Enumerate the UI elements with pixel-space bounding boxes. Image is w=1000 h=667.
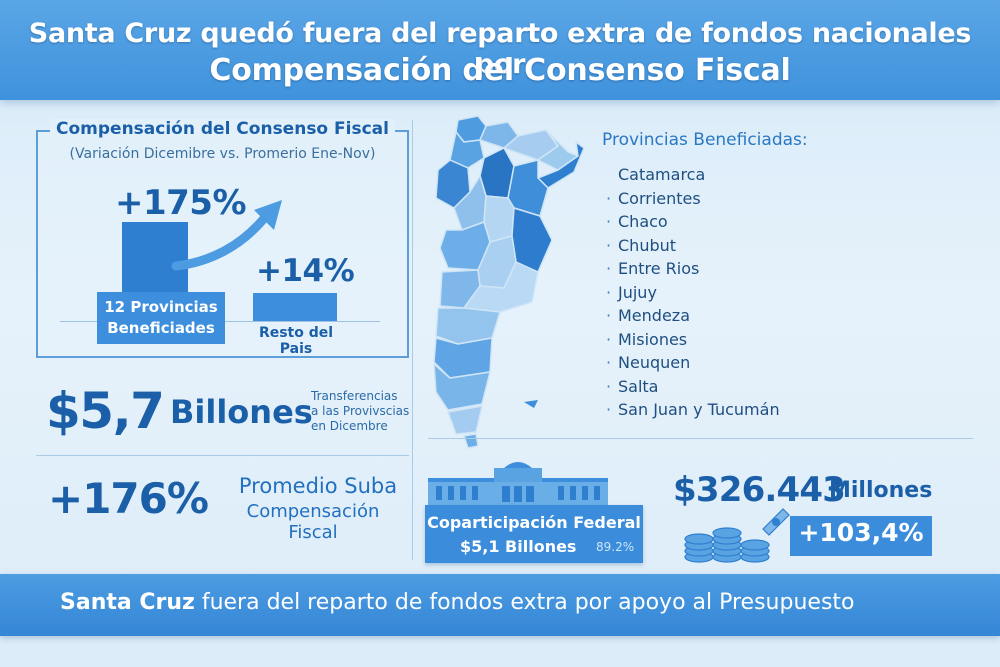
- footer-bold-text: Santa Cruz: [60, 590, 195, 615]
- footer-banner: [0, 574, 1000, 636]
- headline-line-2: Compensación del Consenso Fiscal: [209, 53, 791, 88]
- list-item: · Neuquen: [606, 351, 780, 375]
- provinces-list: Catamarca · Corrientes · Chaco · Chubut · En…: [606, 163, 780, 422]
- argentina-map-icon: [433, 115, 585, 449]
- coparticipacion-amount: $5,1 Billones: [460, 537, 577, 556]
- province-name: Salta: [618, 376, 659, 396]
- right-divider: [428, 438, 973, 439]
- list-item: · Jujuy: [606, 281, 780, 305]
- bullet-dot: ·: [606, 400, 612, 419]
- beneficiadas-label-line-1: 12 Provincias: [104, 298, 218, 316]
- left-divider: [36, 455, 409, 456]
- beneficiadas-label-line-2: Beneficiades: [107, 319, 215, 337]
- transfer-description: Transferencias a las Provivscias en Dice…: [311, 389, 409, 434]
- coparticipacion-percentage: 89.2%: [596, 540, 635, 554]
- vertical-divider: [412, 120, 413, 560]
- comparison-title: Compensación del Consenso Fiscal: [36, 119, 409, 139]
- beneficiadas-percentage: +175%: [115, 183, 247, 223]
- bullet-dot: ·: [606, 376, 612, 396]
- beneficiadas-label: 12 Provincias Beneficiades: [97, 292, 225, 344]
- transfer-desc-line-2: a las Provivscias: [311, 404, 410, 418]
- transfer-desc-line-1: Transferencias: [311, 389, 398, 403]
- province-name: Corrientes: [618, 188, 701, 208]
- bullet-dot: ·: [606, 259, 612, 278]
- province-name: Chubut: [618, 235, 677, 255]
- transfer-unit: Billones: [170, 393, 313, 431]
- list-item: · Chaco: [606, 210, 780, 234]
- province-name: Entre Rios: [618, 259, 700, 278]
- average-label-2: Compensación Fiscal: [246, 501, 380, 543]
- province-name: San Juan y Tucumán: [618, 400, 780, 419]
- millones-percentage: +103,4%: [798, 518, 924, 547]
- transfer-desc-line-3: en Dicembre: [311, 419, 388, 433]
- bullet-dot: ·: [606, 306, 612, 325]
- headline-line-1: Santa Cruz quedó fuera del reparto extra…: [28, 18, 972, 80]
- average-label-1: Promedio Suba: [238, 474, 398, 498]
- bullet-dot: ·: [606, 235, 612, 255]
- provinces-title: Provincias Beneficiadas:: [602, 130, 808, 150]
- province-name: Catamarca: [618, 165, 706, 184]
- list-item: · San Juan y Tucumán: [606, 398, 780, 422]
- list-item: Catamarca: [606, 163, 780, 187]
- growth-arrow-icon: [171, 200, 282, 271]
- millones-amount: $326.443: [673, 470, 846, 510]
- list-item: · Mendeza: [606, 304, 780, 328]
- bullet-dot: ·: [606, 188, 612, 208]
- list-item: · Misiones: [606, 328, 780, 352]
- coparticipacion-box: [425, 505, 643, 563]
- footer-text: Santa Cruz fuera del reparto de fondos e…: [60, 590, 855, 615]
- millones-pct-box: [790, 516, 932, 556]
- coins-icon: [684, 508, 790, 563]
- province-name: Chaco: [618, 212, 668, 231]
- resto-percentage: +14%: [256, 253, 355, 289]
- list-item: · Corrientes: [606, 187, 780, 211]
- bar-resto: [253, 293, 337, 321]
- header-banner: [0, 0, 1000, 100]
- coparticipacion-label: Coparticipación Federal: [427, 513, 641, 532]
- list-item: · Chubut: [606, 234, 780, 258]
- province-name: Mendeza: [618, 306, 690, 325]
- bullet-dot: ·: [606, 282, 612, 302]
- list-item: · Salta: [606, 375, 780, 399]
- average-value: +176%: [48, 474, 209, 523]
- footer-rest-text: fuera del reparto de fondos extra por ap…: [194, 590, 855, 615]
- government-building-icon: [428, 462, 608, 510]
- bullet-dot: ·: [606, 212, 612, 231]
- list-item: · Entre Rios: [606, 257, 780, 281]
- bullet-dot: ·: [606, 353, 612, 372]
- province-name: Jujuy: [618, 282, 657, 302]
- province-name: Neuquen: [618, 353, 691, 372]
- bullet-dot: ·: [606, 329, 612, 349]
- province-name: Misiones: [618, 329, 688, 349]
- comparison-subtitle: (Variación Dicemibre vs. Promerio Ene-No…: [69, 146, 376, 162]
- resto-label: Resto del Pais: [258, 325, 334, 357]
- transfer-amount: $5,7: [46, 382, 165, 440]
- millones-unit: Millones: [829, 478, 933, 503]
